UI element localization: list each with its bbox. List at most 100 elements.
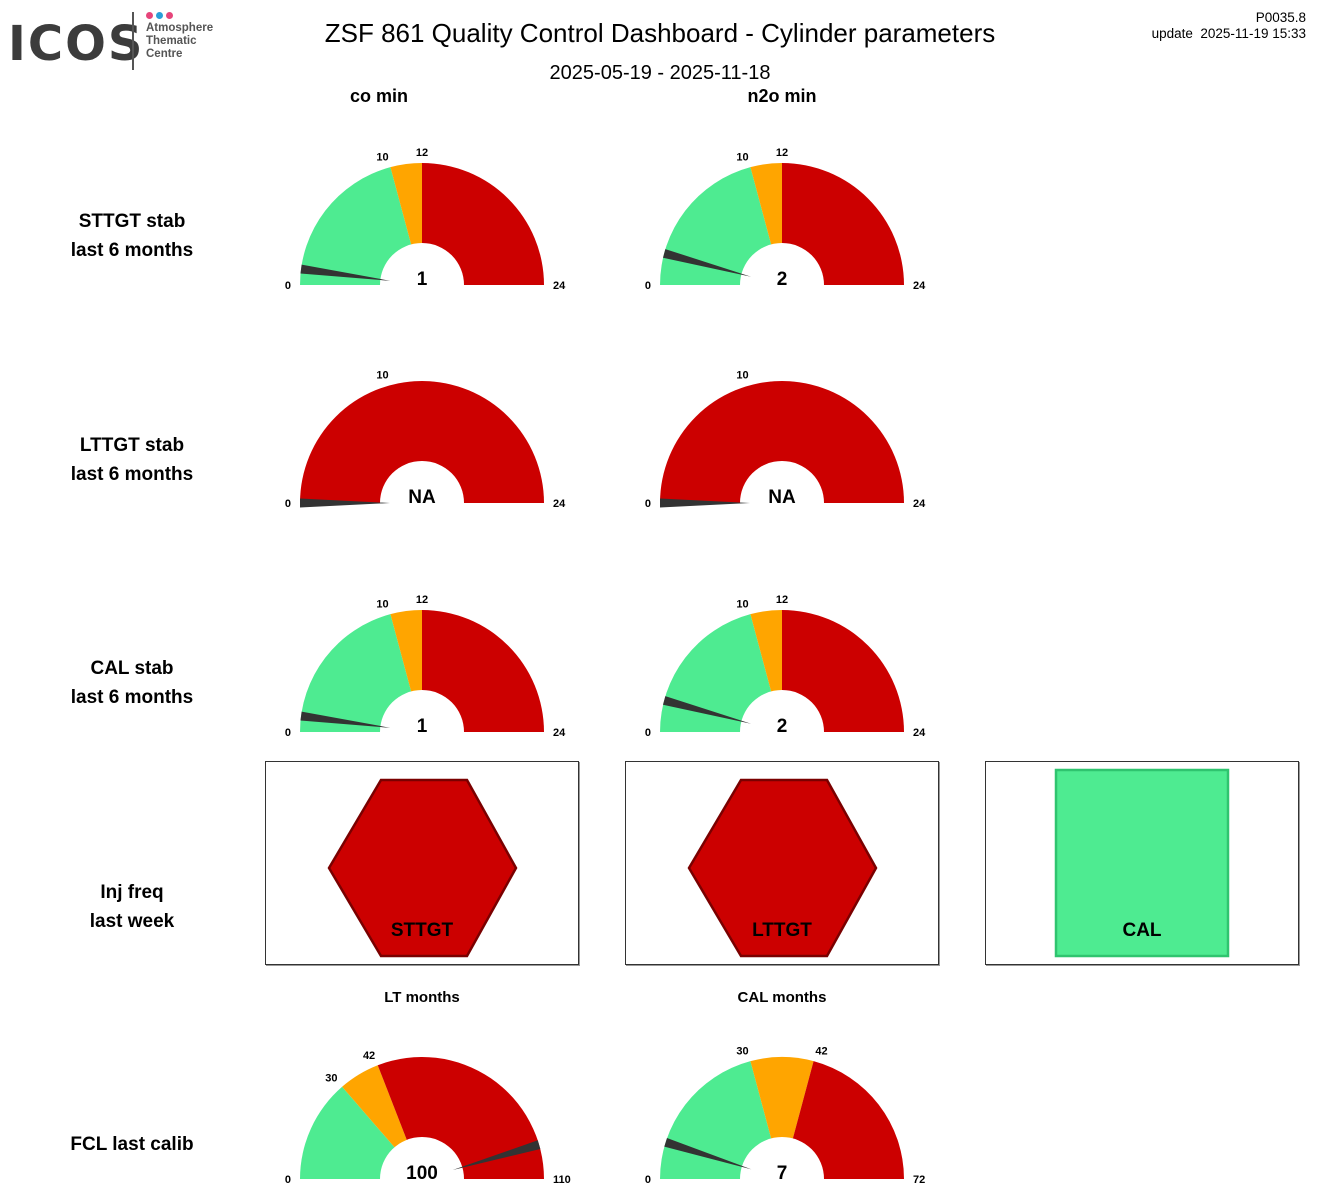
row-label-line: STTGT stab (78, 211, 186, 232)
gauge-band-red (300, 381, 544, 503)
gauge-value-label: NA (408, 487, 436, 508)
gauge-tick-label: 24 (913, 727, 926, 739)
gauge-lttgt-co-min: 0 10 24 NA (285, 369, 566, 510)
gauge-tick-label: 24 (913, 498, 926, 510)
page-title: ZSF 861 Quality Control Dashboard - Cyli… (324, 18, 996, 48)
gauge-cal-co-min: 0 10 12 24 1 (285, 594, 566, 739)
logo-wordmark: ICOS (8, 16, 145, 72)
gauge-tick-label: 12 (776, 147, 788, 159)
row-label-line: LTTGT stab (79, 435, 185, 456)
gauge-band-red (782, 1061, 904, 1179)
gauge-needle (664, 1138, 752, 1170)
column-header-n2o-min: n2o min (747, 86, 817, 106)
version-info: P0035.8 update 2025-11-19 15:33 (1152, 10, 1306, 42)
gauge-band-green (300, 167, 422, 285)
gauge-value-label: 7 (777, 1163, 788, 1184)
gauge-needle (300, 498, 390, 508)
gauge-tick-label: 10 (736, 598, 748, 610)
gauge-tick-label: 0 (645, 727, 651, 739)
hexagon-shape (327, 778, 518, 958)
indicator-shape (1054, 768, 1230, 958)
row-label-line: last week (89, 911, 175, 932)
icos-logo: ICOS Atmosphere Thematic Centre (8, 10, 228, 74)
gauge-tick-label: 12 (416, 594, 428, 606)
gauge-band-red (782, 163, 904, 285)
gauge-tick-label: 42 (815, 1045, 827, 1057)
logo-dot (156, 12, 163, 19)
row-label-line: last 6 months (70, 240, 194, 261)
row-label-line: Inj freq (100, 882, 164, 903)
gauge-tick-label: 0 (285, 498, 291, 510)
gauge-hub (380, 243, 464, 285)
gauge-tick-label: 10 (376, 598, 388, 610)
gauge-tick-label: 24 (553, 280, 566, 292)
gauge-needle (452, 1140, 541, 1170)
gauge-tick-label: 30 (325, 1073, 337, 1085)
gauge-value-label: 100 (406, 1163, 438, 1184)
gauge-tick-label: 10 (736, 151, 748, 163)
row-label-line: FCL last calib (70, 1134, 194, 1155)
gauge-hub (380, 1137, 464, 1179)
gauge-tick-label: 10 (736, 369, 748, 381)
gauge-sttgt-co-min: 0 10 12 24 1 (285, 147, 566, 292)
gauge-tick-label: 0 (285, 1174, 291, 1186)
gauge-band-red (660, 381, 904, 503)
gauge-band-orange (750, 1057, 814, 1179)
indicator-label: LTTGT (752, 920, 812, 941)
row-label-cal: CAL stab last 6 months (20, 654, 244, 712)
gauge-value-label: 2 (777, 716, 788, 737)
gauge-tick-label: 12 (776, 594, 788, 606)
gauge-needle (662, 249, 752, 277)
gauge-tick-label: 72 (913, 1174, 925, 1186)
gauge-lttgt-n2o-min: 0 10 24 NA (645, 369, 926, 510)
indicator-shape (327, 778, 518, 958)
gauge-tick-label: 30 (736, 1045, 748, 1057)
gauge-fcl-lt-months: 0 30 42 110 100 (285, 1050, 571, 1186)
gauge-tick-label: 24 (913, 280, 926, 292)
gauge-band-red (782, 610, 904, 732)
gauge-band-red (422, 163, 544, 285)
gauge-sttgt-n2o-min: 0 10 12 24 2 (645, 147, 926, 292)
gauge-tick-label: 0 (645, 280, 651, 292)
gauge-tick-label: 0 (645, 1174, 651, 1186)
gauge-hub (740, 243, 824, 285)
gauge-value-label: NA (768, 487, 796, 508)
hexagon-shape (687, 778, 878, 958)
gauge-hub (380, 690, 464, 732)
gauge-tick-label: 24 (553, 498, 566, 510)
logo-divider (132, 12, 134, 70)
gauge-band-green (660, 614, 782, 732)
gauge-fcl-cal-months: 0 30 42 72 7 (645, 1045, 925, 1186)
logo-line: Thematic (146, 35, 197, 47)
logo-dot (146, 12, 153, 19)
logo-dot (166, 12, 173, 19)
gauge-tick-label: 0 (285, 280, 291, 292)
logo-line: Centre (146, 48, 183, 60)
date-range: 2025-05-19 - 2025-11-18 (549, 62, 771, 84)
gauge-value-label: 1 (417, 269, 428, 290)
indicator-shape (687, 778, 878, 958)
row-label-fcl: FCL last calib (20, 1130, 244, 1159)
gauge-tick-label: 12 (416, 147, 428, 159)
column-header-co-min: co min (349, 86, 408, 106)
row-label-line: last 6 months (70, 464, 194, 485)
logo-dots (146, 12, 176, 19)
logo-line: Atmosphere (146, 22, 214, 34)
gauge-hub (740, 1137, 824, 1179)
gauge-band-red (422, 610, 544, 732)
row-label-line: last 6 months (70, 687, 194, 708)
gauge-tick-label: 0 (285, 727, 291, 739)
update-timestamp: update 2025-11-19 15:33 (1151, 26, 1306, 41)
gauge-hub (740, 461, 824, 503)
gauge-band-green (660, 167, 782, 285)
gauge-value-label: 2 (777, 269, 788, 290)
gauge-tick-label: 24 (553, 727, 566, 739)
indicator-panel-lttgt: LTTGT (625, 761, 939, 965)
logo-subtitle: Atmosphere Thematic Centre (146, 22, 213, 61)
version-code: P0035.8 (1255, 10, 1306, 25)
square-shape (1054, 768, 1230, 958)
gauge-needle (300, 711, 391, 728)
gauge-needle (300, 264, 391, 281)
row-label-inj-freq: Inj freq last week (20, 878, 244, 936)
gauge-band-green (300, 614, 422, 732)
